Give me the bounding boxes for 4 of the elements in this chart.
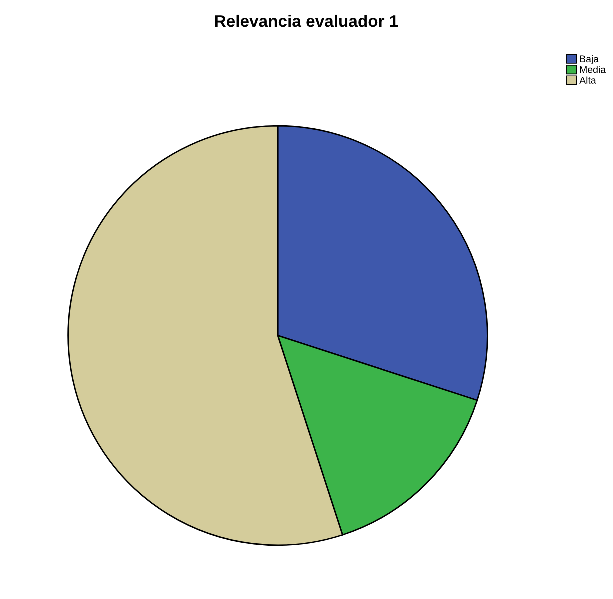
legend-label: Media [580,66,606,74]
legend-label: Baja [580,55,600,64]
chart-title: Relevancia evaluador 1 [215,14,398,28]
legend-label: Alta [580,76,596,84]
